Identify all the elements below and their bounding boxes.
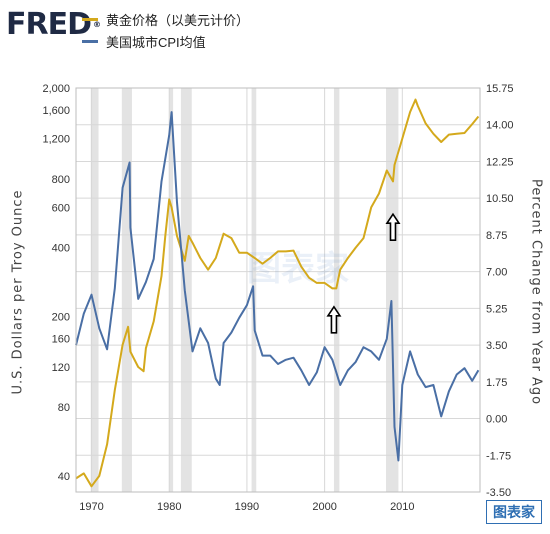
y-right-tick-label: -1.75	[486, 450, 511, 462]
recession-band-2	[169, 88, 174, 492]
recession-band-6	[385, 88, 399, 492]
watermark-logo: 图表家	[486, 500, 542, 524]
y-right-tick-label: 14.00	[486, 120, 514, 132]
y-left-tick-label: 2,000	[42, 83, 70, 95]
x-tick-label: 2010	[390, 501, 414, 513]
y-axis-right-title: Percent Change from Year Ago	[528, 178, 544, 406]
annotation-arrow-1	[385, 212, 401, 242]
annotation-arrow-0	[326, 305, 342, 334]
plot-border	[75, 87, 481, 493]
y-left-tick-label: 160	[52, 333, 70, 345]
series-line-cpi	[75, 111, 480, 462]
x-tick-label: 1990	[235, 501, 259, 513]
watermark-center: 图表家	[247, 249, 349, 289]
recession-band-5	[333, 88, 340, 492]
fred-logo: FRED ®	[6, 7, 101, 42]
y-left-tick-label: 400	[52, 243, 70, 255]
y-left-tick-label: 40	[58, 471, 70, 483]
y-right-tick-label: 7.00	[486, 267, 507, 279]
chart-legend: 黄金价格（以美元计价） 美国城市CPI均值	[82, 8, 249, 52]
legend-item-gold: 黄金价格（以美元计价）	[82, 8, 249, 30]
y-left-tick-label: 600	[52, 202, 70, 214]
x-tick-label: 1970	[79, 501, 103, 513]
recession-band-1	[121, 88, 132, 492]
y-right-tick-label: 15.75	[486, 83, 514, 95]
legend-label-cpi: 美国城市CPI均值	[106, 34, 206, 50]
y-right-tick-label: -3.50	[486, 487, 511, 499]
y-right-tick-label: 3.50	[486, 340, 507, 352]
x-tick-label: 2000	[312, 501, 336, 513]
legend-label-gold: 黄金价格（以美元计价）	[106, 12, 250, 28]
y-right-tick-label: 5.25	[486, 303, 507, 315]
recession-band-0	[90, 88, 99, 492]
x-tick-label: 1980	[157, 501, 181, 513]
legend-item-cpi: 美国城市CPI均值	[82, 30, 249, 52]
y-left-tick-label: 1,600	[42, 105, 70, 117]
series-line-gold	[75, 98, 480, 488]
y-left-tick-label: 800	[52, 174, 70, 186]
y-right-tick-label: 0.00	[486, 414, 507, 426]
y-left-tick-label: 1,200	[42, 134, 70, 146]
y-right-tick-label: 1.75	[486, 377, 507, 389]
y-axis-left-title: U.S. Dollars per Troy Ounce	[10, 189, 26, 395]
legend-swatch-cpi	[82, 39, 98, 43]
y-right-tick-label: 12.25	[486, 156, 514, 168]
y-right-tick-label: 8.75	[486, 230, 507, 242]
y-left-tick-label: 120	[52, 362, 70, 374]
recession-band-3	[180, 88, 192, 492]
y-right-tick-label: 10.50	[486, 193, 514, 205]
y-left-tick-label: 200	[52, 311, 70, 323]
y-left-tick-label: 80	[58, 402, 70, 414]
legend-swatch-gold	[82, 17, 98, 21]
